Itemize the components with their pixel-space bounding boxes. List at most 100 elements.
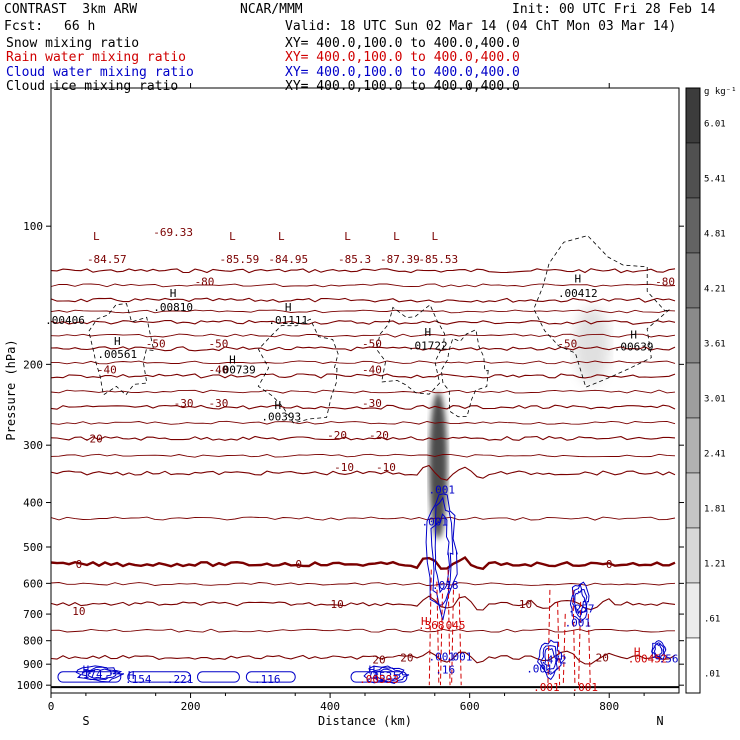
extrema-label-31: .001 [429,650,456,663]
field-name-cloud-ice: Cloud ice mixing ratio [6,79,179,94]
field-xy-snow: XY= 400.0,100.0 to 400.0,400.0 [285,36,520,51]
field-xy-rain: XY= 400.0,100.0 to 400.0,400.0 [285,50,520,65]
fcst-value: 66 h [64,19,96,34]
x-end-left-label: S [82,714,89,728]
rain-column-0-3 [447,569,451,686]
cloud-water-contour-3-2 [653,642,663,657]
cloud-water-contours [57,493,667,684]
extrema-label-45: .221 [167,673,194,686]
isotherm-minor-8 [50,582,676,586]
extrema-label-8: H [575,272,582,285]
snow-contour-4 [533,235,670,388]
colorbar-swatch-0 [685,87,701,144]
cloud-water-contour-0-0 [425,493,458,621]
extrema-label-39: .001 [533,681,560,694]
colorbar-frame [685,87,701,694]
rain-column-0-4 [451,581,455,686]
field-name-cloud-water: Cloud water mixing ratio [6,65,194,80]
temp-label-4: -85.3 [338,253,371,266]
isotherm-minor-5 [50,420,676,425]
colorbar-swatch-3 [685,252,701,309]
cloud-water-contour-2-0 [569,581,590,623]
extrema-label-14: .00561 [97,348,137,361]
extrema-label-46: .116 [254,673,281,686]
extrema-label-21: H [274,399,281,412]
extrema-label-33: .472 [540,654,567,667]
isotherm--40 [50,373,676,379]
extrema-label-18: .00639 [614,341,654,354]
extrema-label-16: .01722 [408,340,448,353]
colorbar-swatch-6 [685,417,701,474]
isotherm-minor-4 [50,389,676,394]
field-xy-cloud-water: XY= 400.0,100.0 to 400.0,400.0 [285,65,520,80]
snow-contour-3 [440,329,489,418]
extrema-label-35: .16 [435,664,455,677]
isotherm--10 [50,464,676,481]
colorbar-label-6: 2.41 [704,450,726,460]
isotherm--50 [50,346,676,352]
colorbar-swatch-10 [685,637,701,694]
temp-label-19: -20 [83,432,103,445]
extrema-label-41: H [83,664,90,677]
temp-label-25: 0 [295,558,302,571]
rain-column-0-1 [436,581,440,686]
extrema-label-49: .00593 [359,673,399,686]
temp-label-16: -30 [174,397,194,410]
temp-label-18: -30 [362,397,382,410]
extrema-label-26: .257 [568,602,595,615]
temp-label-23: -10 [376,461,396,474]
rain-column-1-4 [578,601,582,686]
colorbar-label-3: 4.21 [704,285,726,295]
temp-label-28: 10 [519,598,532,611]
isotherm-minor-2 [50,333,676,338]
extrema-label-25: .018 [432,579,459,592]
isotherm-0 [50,555,676,571]
extrema-label-15: H [424,326,431,339]
extrema-label-4: L [393,230,400,243]
cloud-water-contour-5-0 [75,665,125,683]
isotherm-20 [50,650,676,665]
extrema-label-48: .453 [366,670,393,683]
y-tick-label-200: 200 [23,358,43,371]
cloud-water-contour-2-2 [574,587,586,616]
extrema-label-20: .00739 [216,363,256,376]
y-tick-label-800: 800 [23,635,43,648]
cloud-water-contour-0-2 [434,513,451,594]
colorbar-label-2: 4.81 [704,230,726,240]
extrema-label-42: .174 [76,668,103,681]
temp-label-1: -84.57 [87,253,127,266]
extrema-label-5: L [431,230,438,243]
extrema-label-2: L [278,230,285,243]
isotherm--70 [50,297,676,303]
temp-label-30: 20 [372,654,385,667]
extrema-label-43: H [128,669,135,682]
temp-label-15: -40 [362,363,382,376]
extrema-label-47: H [369,664,376,677]
rain-column-1-5 [587,613,591,686]
cloud-water-contour-2-1 [572,583,588,619]
extrema-label-10: H [285,301,292,314]
temp-label-0: -69.33 [153,226,193,239]
temp-label-13: -40 [97,363,117,376]
y-tick-label-500: 500 [23,541,43,554]
temp-label-8: -80 [655,276,675,289]
cloud-water-contour-3-0 [651,640,667,660]
rain-column-1-2 [562,613,566,686]
temp-label-17: -30 [209,397,229,410]
extrema-label-23: .001 [429,484,456,497]
cloud-ice-shading [429,307,610,539]
y-tick-label-1000: 1000 [17,679,44,692]
y-tick-label-400: 400 [23,497,43,510]
snow-contours [88,235,670,424]
fcst-label: Fcst: [4,19,44,34]
extrema-label-37: .00452 [628,653,668,666]
rain-contours [428,569,591,686]
y-tick-label-100: 100 [23,220,43,233]
temp-label-14: -40 [209,363,229,376]
temp-label-2: -85.59 [220,253,260,266]
bl-cloud-box-4 [350,671,408,683]
snow-contour-2 [376,304,445,395]
cloud-water-contour-1-2 [544,647,557,672]
